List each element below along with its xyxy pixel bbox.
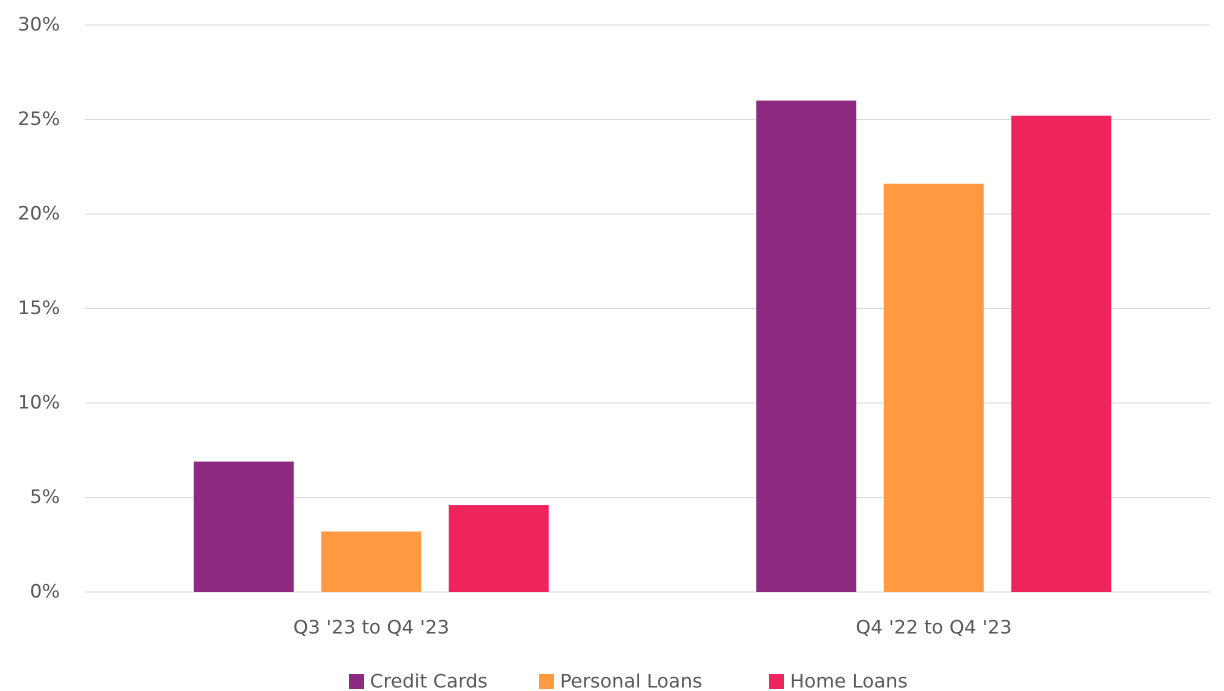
legend-swatch — [769, 674, 784, 689]
legend-label: Personal Loans — [560, 671, 702, 691]
x-tick-label: Q4 '22 to Q4 '23 — [856, 617, 1012, 639]
bar — [883, 183, 984, 592]
y-tick-label: 10% — [18, 392, 60, 414]
legend-label: Credit Cards — [370, 671, 488, 691]
y-tick-label: 0% — [30, 581, 60, 603]
bar — [756, 100, 857, 592]
y-tick-label: 20% — [18, 203, 60, 225]
y-tick-label: 30% — [18, 14, 60, 36]
y-tick-label: 25% — [18, 108, 60, 130]
bar — [1011, 115, 1112, 592]
legend-swatch — [349, 674, 364, 689]
bar — [448, 505, 549, 592]
y-tick-label: 5% — [30, 486, 60, 508]
x-tick-label: Q3 '23 to Q4 '23 — [293, 617, 449, 639]
legend-label: Home Loans — [790, 671, 908, 691]
bar — [321, 531, 422, 592]
y-tick-label: 15% — [18, 297, 60, 319]
bar — [193, 461, 294, 592]
legend-swatch — [539, 674, 554, 689]
